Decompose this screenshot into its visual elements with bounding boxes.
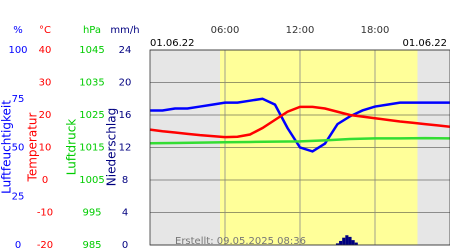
y-tick-label: -20 bbox=[37, 240, 53, 250]
bar bbox=[354, 242, 358, 245]
x-tick-label: 18:00 bbox=[361, 25, 390, 36]
y-tick-label: 50 bbox=[12, 143, 25, 154]
y-tick-label: 12 bbox=[119, 143, 132, 154]
date-left: 01.06.22 bbox=[150, 38, 195, 49]
axis-title: Luftfeuchtigkeit bbox=[0, 100, 14, 194]
y-tick-label: 20 bbox=[119, 78, 132, 89]
y-tick-label: 20 bbox=[39, 110, 52, 121]
footer: Erstellt: 09.05.2025 08:36 bbox=[175, 236, 306, 247]
data-line bbox=[149, 105, 450, 139]
y-tick-label: 985 bbox=[82, 240, 101, 250]
bar bbox=[351, 240, 355, 245]
y-tick-label: 0 bbox=[15, 240, 21, 250]
axis-title: Temperatur bbox=[26, 112, 40, 182]
bar bbox=[339, 240, 343, 245]
y-tick-label: 1005 bbox=[79, 175, 104, 186]
axis-unit: % bbox=[13, 25, 23, 36]
data-line bbox=[150, 97, 450, 153]
y-tick-label: 100 bbox=[8, 45, 27, 56]
x-tick-label: 12:00 bbox=[286, 25, 315, 36]
bar bbox=[348, 236, 352, 245]
plot-border bbox=[149, 49, 450, 246]
y-tick-label: 1035 bbox=[79, 78, 104, 89]
y-tick-label: 75 bbox=[12, 94, 25, 105]
y-tick-label: -10 bbox=[37, 208, 53, 219]
bar bbox=[345, 235, 349, 245]
y-tick-label: 25 bbox=[12, 191, 25, 202]
y-tick-label: 30 bbox=[39, 78, 52, 89]
y-tick-label: 4 bbox=[122, 208, 128, 219]
data-line bbox=[149, 136, 450, 145]
axis-title: Luftdruck bbox=[65, 119, 79, 176]
y-tick-label: 16 bbox=[119, 110, 132, 121]
y-tick-label: 1025 bbox=[79, 110, 104, 121]
bar bbox=[342, 237, 346, 245]
date-right: 01.06.22 bbox=[402, 38, 447, 49]
axis-unit: °C bbox=[39, 25, 51, 36]
y-tick-label: 10 bbox=[39, 143, 52, 154]
y-tick-label: 24 bbox=[119, 45, 132, 56]
y-tick-label: 1015 bbox=[79, 143, 104, 154]
y-tick-label: 0 bbox=[122, 240, 128, 250]
axis-title: Niederschlag bbox=[105, 108, 119, 186]
x-tick-label: 06:00 bbox=[211, 25, 240, 36]
bar bbox=[335, 243, 340, 245]
y-tick-label: 8 bbox=[122, 175, 128, 186]
axis-unit: hPa bbox=[83, 25, 101, 36]
axis-unit: mm/h bbox=[110, 25, 139, 36]
y-tick-label: 0 bbox=[42, 175, 48, 186]
y-tick-label: 40 bbox=[39, 45, 52, 56]
y-tick-label: 1045 bbox=[79, 45, 104, 56]
y-tick-label: 995 bbox=[82, 208, 101, 219]
